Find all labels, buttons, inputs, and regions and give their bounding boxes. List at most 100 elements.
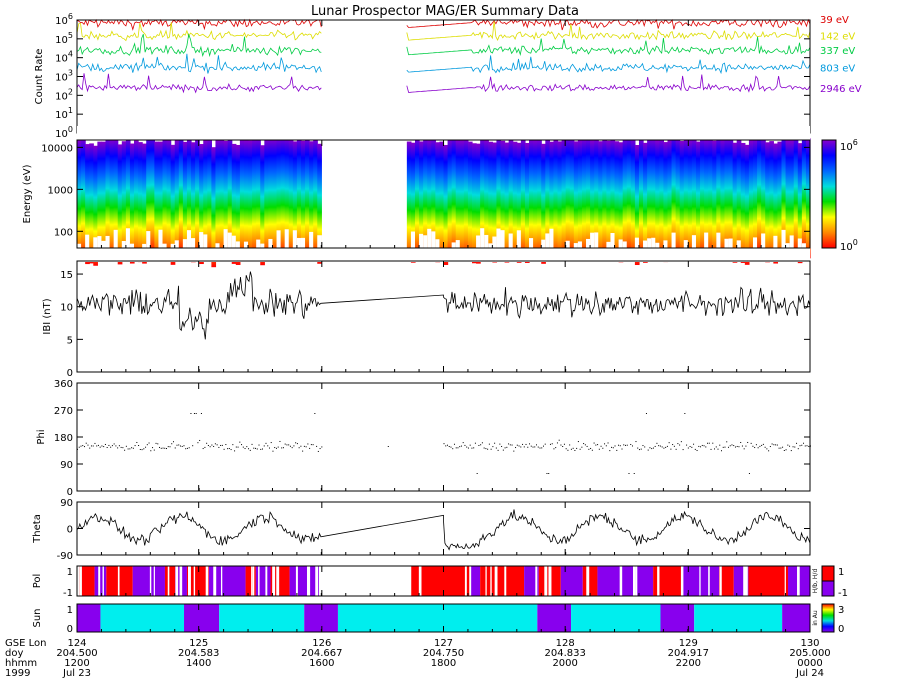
phi-point <box>497 449 499 451</box>
phi-point <box>649 447 651 449</box>
phi-point <box>628 473 630 474</box>
polarity-stripe <box>276 566 280 596</box>
energy-column <box>243 140 249 261</box>
phi-point <box>790 450 792 452</box>
energy-column <box>227 136 233 257</box>
phi-point <box>658 445 660 447</box>
xaxis-row-label-0: GSE Lon <box>5 638 46 649</box>
phi-point <box>248 448 250 450</box>
phi-point <box>563 443 565 445</box>
polarity-stripe <box>708 566 710 596</box>
phi-point <box>242 446 244 448</box>
field-magnitude-ytick-label: 0 <box>67 368 73 379</box>
energy-column <box>463 138 469 259</box>
phi-point <box>220 444 222 446</box>
polarity-stripe <box>719 566 722 596</box>
phi-point <box>803 442 805 444</box>
energy-column <box>248 140 253 261</box>
energy-column <box>492 142 498 263</box>
energy-empty-bin <box>549 228 555 248</box>
phi-ytick-label: 0 <box>67 487 73 498</box>
phi-point <box>87 444 89 446</box>
energy-empty-bin <box>162 243 168 248</box>
energy-empty-bin <box>516 230 522 248</box>
energy-empty-bin <box>223 229 229 248</box>
phi-point <box>755 444 757 446</box>
energy-column <box>101 141 107 262</box>
phi-point <box>698 445 700 447</box>
phi-point <box>487 448 489 450</box>
phi-point <box>141 449 143 451</box>
energy-empty-bin <box>77 243 82 248</box>
energy-empty-bin <box>431 231 436 248</box>
energy-column <box>414 137 420 258</box>
energy-empty-bin <box>419 233 424 248</box>
phi-point <box>611 446 613 448</box>
phi-point <box>298 447 300 449</box>
polarity-stripe <box>469 566 472 596</box>
phi-point <box>506 446 508 448</box>
phi-point <box>701 444 703 446</box>
phi-point <box>179 445 181 447</box>
phi-point <box>766 448 768 450</box>
energy-empty-bin <box>300 237 306 248</box>
energy-empty-bin <box>728 238 734 248</box>
energy-column <box>195 137 200 258</box>
energy-empty-bin <box>622 241 628 248</box>
phi-point <box>621 448 623 450</box>
polarity-stripe <box>784 566 786 596</box>
phi-point <box>677 443 679 445</box>
energy-empty-bin <box>423 235 428 248</box>
phi-point <box>523 446 525 448</box>
energy-empty-bin <box>643 240 648 248</box>
sun-segment <box>694 604 783 632</box>
sun-segment <box>219 604 305 632</box>
phi-point <box>574 449 576 451</box>
energy-column <box>182 141 188 262</box>
energy-column <box>655 140 660 261</box>
phi-point <box>616 449 618 451</box>
phi-point <box>97 444 99 446</box>
energy-column <box>500 140 506 261</box>
xaxis-hhmm-label: 1600 <box>309 658 334 669</box>
phi-point <box>302 450 304 452</box>
energy-column <box>235 144 241 265</box>
phi-point <box>591 449 593 451</box>
polarity-stripe <box>504 566 507 596</box>
polarity-stripe <box>485 566 487 596</box>
phi-point <box>700 446 702 448</box>
energy-column <box>138 142 143 263</box>
polarity-segment <box>524 566 539 596</box>
energy-empty-bin <box>594 232 599 248</box>
phi-point <box>785 449 787 451</box>
phi-point <box>296 443 298 445</box>
energy-column <box>129 143 135 264</box>
sun-ytick-label: 0 <box>67 624 73 635</box>
polarity-stripe <box>117 566 120 596</box>
energy-empty-bin <box>199 232 204 248</box>
count-rate-line-0 <box>76 18 811 31</box>
energy-column <box>215 140 221 261</box>
phi-point <box>607 442 609 444</box>
phi-point <box>83 446 85 448</box>
phi-point <box>471 447 473 449</box>
energy-empty-bin <box>736 240 742 248</box>
energy-column <box>455 140 461 261</box>
phi-point <box>211 444 213 446</box>
phi-point <box>188 447 190 449</box>
phi-point <box>120 446 122 448</box>
phi-point <box>282 447 284 449</box>
phi-point <box>499 443 501 445</box>
xaxis-hhmm-label: 2000 <box>552 658 577 669</box>
polarity-stripe <box>680 566 684 596</box>
phi-point <box>495 447 497 449</box>
phi-point <box>185 448 187 450</box>
energy-empty-bin <box>121 241 127 248</box>
energy-empty-bin <box>716 232 722 248</box>
polarity-stripe <box>494 566 498 596</box>
phi-point <box>782 446 784 448</box>
energy-column <box>748 140 754 261</box>
energy-column <box>537 138 542 259</box>
count-rate-line-3 <box>76 53 811 75</box>
phi-point <box>460 445 462 447</box>
